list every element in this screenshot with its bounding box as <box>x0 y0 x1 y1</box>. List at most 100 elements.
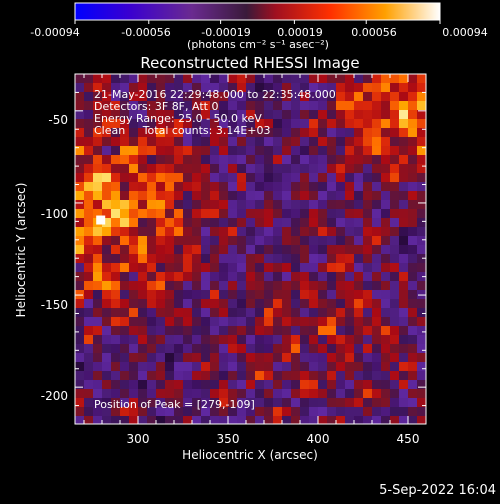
heatmap-cell <box>183 146 193 156</box>
heatmap-cell <box>345 218 355 228</box>
heatmap-cell <box>210 119 220 129</box>
heatmap-cell <box>147 146 157 156</box>
heatmap-cell <box>318 209 328 219</box>
heatmap-cell <box>390 344 400 354</box>
heatmap-cell <box>111 137 121 147</box>
heatmap-cell <box>390 218 400 228</box>
heatmap-cell <box>138 92 148 102</box>
heatmap-cell <box>210 200 220 210</box>
heatmap-cell <box>174 182 184 192</box>
heatmap-cell <box>309 344 319 354</box>
heatmap-cell <box>120 362 130 372</box>
heatmap-cell <box>237 380 247 390</box>
heatmap-cell <box>129 263 139 273</box>
heatmap-cell <box>192 182 202 192</box>
heatmap-cell <box>192 263 202 273</box>
heatmap-cell <box>291 254 301 264</box>
heatmap-cell <box>408 155 418 165</box>
heatmap-cell <box>273 344 283 354</box>
heatmap-cell <box>75 218 85 228</box>
heatmap-cell <box>183 344 193 354</box>
heatmap-cell <box>336 263 346 273</box>
heatmap-cell <box>174 209 184 219</box>
heatmap-cell <box>246 119 256 129</box>
heatmap-cell <box>120 83 130 93</box>
heatmap-cell <box>318 290 328 300</box>
heatmap-cell <box>138 110 148 120</box>
heatmap-cell <box>75 326 85 336</box>
heatmap-cell <box>120 119 130 129</box>
heatmap-cell <box>174 101 184 111</box>
heatmap-cell <box>363 155 373 165</box>
heatmap-cell <box>165 263 175 273</box>
heatmap-cell <box>93 110 103 120</box>
heatmap-cell <box>201 83 211 93</box>
heatmap-cell <box>291 371 301 381</box>
heatmap-cell <box>408 191 418 201</box>
heatmap-cell <box>336 254 346 264</box>
heatmap-cell <box>327 272 337 282</box>
heatmap-cell <box>237 308 247 318</box>
heatmap-cell <box>417 209 426 219</box>
heatmap-cell <box>210 137 220 147</box>
heatmap-cell <box>363 299 373 309</box>
heatmap-cell <box>246 173 256 183</box>
heatmap-cell <box>156 281 166 291</box>
heatmap-cell <box>408 281 418 291</box>
colorbar-tick-label-5: 0.00094 <box>442 26 488 39</box>
heatmap-cell <box>183 164 193 174</box>
heatmap-cell <box>309 308 319 318</box>
heatmap-cell <box>156 380 166 390</box>
heatmap-cell <box>75 101 85 111</box>
heatmap-cell <box>237 137 247 147</box>
heatmap-cell <box>93 74 103 84</box>
heatmap-cell <box>300 398 310 408</box>
heatmap-cell <box>417 263 426 273</box>
heatmap-cell <box>264 92 274 102</box>
heatmap-cell <box>345 173 355 183</box>
heatmap-cell <box>138 317 148 327</box>
heatmap-cell <box>291 353 301 363</box>
heatmap-cell <box>282 272 292 282</box>
heatmap-cell <box>75 416 85 424</box>
heatmap-cell <box>372 74 382 84</box>
heatmap-cell <box>390 182 400 192</box>
plot-frame <box>74 73 427 425</box>
heatmap-cell <box>336 227 346 237</box>
heatmap-cell <box>300 326 310 336</box>
heatmap-cell <box>156 290 166 300</box>
heatmap-cell <box>156 209 166 219</box>
heatmap-cell <box>318 335 328 345</box>
heatmap-cell <box>228 209 238 219</box>
heatmap-cell <box>174 173 184 183</box>
heatmap-cell <box>327 101 337 111</box>
heatmap-cell <box>228 299 238 309</box>
heatmap-cell <box>75 308 85 318</box>
heatmap-cell <box>120 128 130 138</box>
heatmap-cell <box>192 299 202 309</box>
heatmap-cell <box>219 416 229 424</box>
heatmap-cell <box>336 173 346 183</box>
heatmap-cell <box>291 209 301 219</box>
heatmap-cell <box>174 164 184 174</box>
heatmap-cell <box>165 326 175 336</box>
heatmap-cell <box>201 416 211 424</box>
heatmap-cell <box>327 263 337 273</box>
heatmap-cell <box>408 380 418 390</box>
heatmap-cell <box>336 416 346 424</box>
heatmap-cell <box>264 155 274 165</box>
heatmap-cell <box>219 227 229 237</box>
heatmap-cell <box>201 227 211 237</box>
heatmap-cell <box>363 326 373 336</box>
heatmap-cell <box>381 227 391 237</box>
heatmap-cell <box>111 416 121 424</box>
heatmap-cell <box>255 281 265 291</box>
heatmap-cell <box>120 74 130 84</box>
heatmap-cell <box>309 146 319 156</box>
heatmap-cell <box>219 299 229 309</box>
heatmap-cell <box>291 299 301 309</box>
heatmap-cell <box>237 119 247 129</box>
heatmap-cell <box>237 110 247 120</box>
heatmap-cell <box>165 380 175 390</box>
